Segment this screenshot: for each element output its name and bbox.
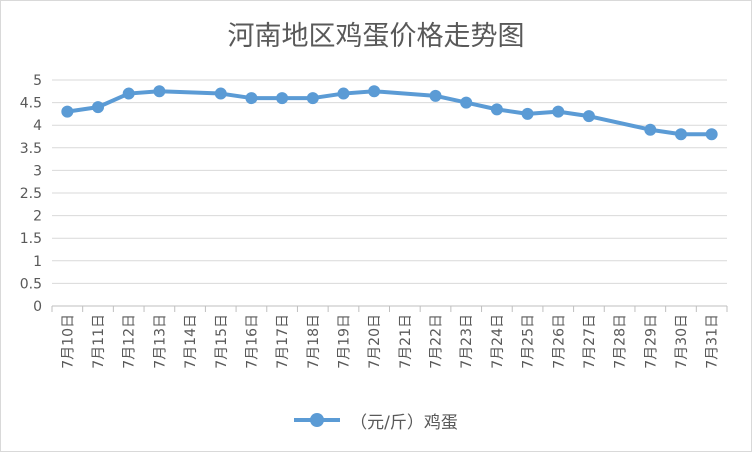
x-tick-label: 7月30日 <box>674 314 690 369</box>
x-tick-label: 7月15日 <box>214 314 230 369</box>
x-tick-label: 7月29日 <box>643 314 659 369</box>
data-point <box>337 87 350 100</box>
data-point <box>490 103 503 116</box>
data-point <box>674 128 687 141</box>
x-tick-label: 7月19日 <box>336 314 352 369</box>
gridlines <box>52 79 727 307</box>
data-point <box>521 107 534 120</box>
data-point <box>214 87 227 100</box>
data-point <box>122 87 135 100</box>
x-tick-label: 7月24日 <box>490 314 506 369</box>
data-point <box>61 105 74 118</box>
x-tick-label: 7月21日 <box>398 314 414 369</box>
data-point <box>429 89 442 102</box>
x-tick-label: 7月14日 <box>183 314 199 369</box>
x-tick-label: 7月13日 <box>152 314 168 369</box>
data-point <box>92 101 105 114</box>
legend: （元/斤）鸡蛋 <box>0 406 752 434</box>
data-point <box>705 128 718 141</box>
x-tick-label: 7月20日 <box>367 314 383 369</box>
x-tick-label: 7月31日 <box>705 314 721 369</box>
data-point <box>153 85 166 98</box>
data-point <box>245 92 258 105</box>
y-tick-label: 2.5 <box>20 186 42 202</box>
x-tick-label: 7月25日 <box>521 314 537 369</box>
x-tick-label: 7月16日 <box>244 314 260 369</box>
x-tick-label: 7月28日 <box>613 314 629 369</box>
y-tick-label: 3 <box>33 163 42 179</box>
y-tick-label: 0 <box>33 299 42 315</box>
y-tick-label: 1.5 <box>20 231 42 247</box>
y-tick-label: 3.5 <box>20 141 42 157</box>
x-tick-label: 7月11日 <box>91 314 107 369</box>
data-point <box>582 110 595 123</box>
x-tick-label: 7月22日 <box>429 314 445 369</box>
y-tick-label: 2 <box>33 209 42 225</box>
y-tick-label: 4.5 <box>20 96 42 112</box>
x-tick-label: 7月10日 <box>60 314 76 369</box>
data-point <box>306 92 319 105</box>
data-point <box>460 96 473 109</box>
data-point <box>644 123 657 136</box>
y-tick-label: 4 <box>33 118 42 134</box>
x-tick-label: 7月27日 <box>582 314 598 369</box>
y-tick-label: 1 <box>33 254 42 270</box>
x-tick-label: 7月18日 <box>306 314 322 369</box>
data-point <box>276 92 289 105</box>
y-axis-ticks: 0 0.5 1 1.5 2 2.5 3 3.5 4 4.5 5 <box>20 73 42 315</box>
y-tick-label: 5 <box>33 73 42 89</box>
legend-label: （元/斤）鸡蛋 <box>350 412 458 433</box>
y-tick-label: 0.5 <box>20 276 42 292</box>
series-layer <box>61 85 718 141</box>
x-tick-label: 7月17日 <box>275 314 291 369</box>
x-tick-label: 7月26日 <box>551 314 567 369</box>
legend-swatch <box>294 413 341 427</box>
x-axis-ticks: 7月10日 7月11日 7月12日 7月13日 7月14日 7月15日 7月16日 7月17日… <box>51 306 728 369</box>
data-point <box>552 105 565 118</box>
chart-title: 河南地区鸡蛋价格走势图 <box>227 21 525 52</box>
x-tick-label: 7月12日 <box>122 314 138 369</box>
x-tick-label: 7月23日 <box>459 314 475 369</box>
data-point <box>368 85 381 98</box>
series-line <box>65 89 714 137</box>
